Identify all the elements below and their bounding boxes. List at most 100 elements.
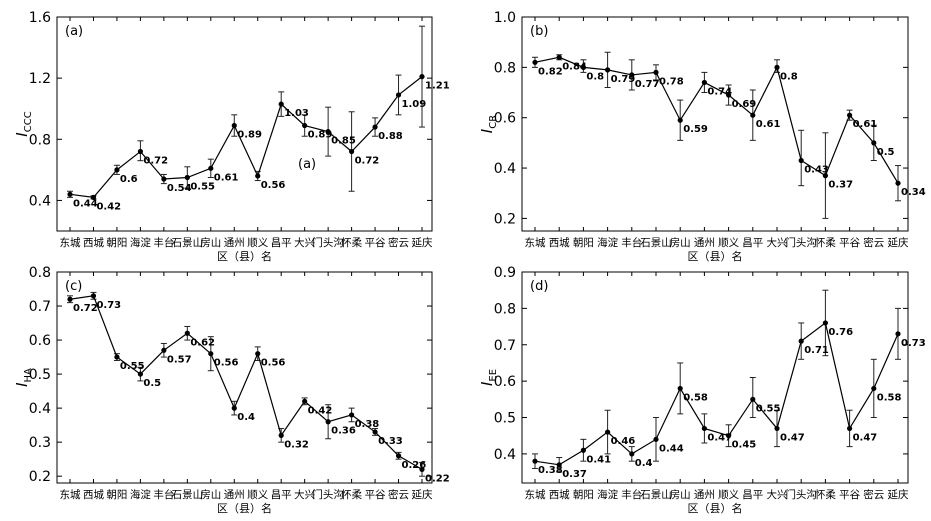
data-label: 0.47 xyxy=(780,432,805,443)
data-point xyxy=(677,385,683,392)
data-point xyxy=(278,432,284,438)
x-tick-label: 平谷 xyxy=(839,237,860,249)
y-axis-title-subscript: EE xyxy=(488,369,499,382)
data-label: 1.03 xyxy=(284,108,309,119)
data-point xyxy=(798,157,804,164)
data-label: 0.32 xyxy=(284,439,309,450)
x-tick-label: 朝阳 xyxy=(106,237,127,249)
x-tick-label: 门头沟 xyxy=(785,236,817,249)
y-axis-title: IHA xyxy=(13,368,34,387)
data-label: 0.56 xyxy=(261,358,286,369)
x-axis-title: 区（县）名 xyxy=(217,501,272,515)
data-label: 0.44 xyxy=(659,443,684,454)
panel-label: (b) xyxy=(530,24,548,39)
data-label: 0.22 xyxy=(425,473,450,484)
x-tick-label: 昌平 xyxy=(271,237,292,249)
data-label: 1.09 xyxy=(402,99,427,110)
data-point xyxy=(871,385,877,392)
data-point xyxy=(532,59,538,65)
plot-frame xyxy=(521,271,909,484)
y-tick-label: 0.6 xyxy=(494,374,516,390)
x-tick-label: 平谷 xyxy=(365,237,386,249)
data-point xyxy=(255,351,261,357)
x-tick-label: 顺义 xyxy=(718,489,739,501)
y-axis-title-subscript: HA xyxy=(23,368,34,383)
data-point xyxy=(677,117,683,123)
data-point xyxy=(419,466,425,472)
data-label: 0.45 xyxy=(732,440,757,451)
panel-label: (d) xyxy=(530,279,548,294)
data-point xyxy=(161,347,167,353)
x-tick-label: 西城 xyxy=(549,237,570,249)
x-tick-label: 东城 xyxy=(60,236,81,249)
x-tick-label: 平谷 xyxy=(839,489,860,501)
data-point xyxy=(798,338,804,344)
data-label: 0.4 xyxy=(237,412,255,423)
data-point xyxy=(532,458,538,464)
x-tick-label: 丰台 xyxy=(621,488,642,501)
data-point xyxy=(67,296,73,302)
data-label: 0.42 xyxy=(308,405,333,416)
data-point xyxy=(774,425,780,432)
panel-label: (c) xyxy=(65,279,82,294)
x-tick-label: 怀柔 xyxy=(815,237,836,249)
data-label: 0.76 xyxy=(828,327,853,338)
y-axis-title-main: I xyxy=(478,381,496,386)
data-label: 0.47 xyxy=(853,432,878,443)
data-label: 0.89 xyxy=(237,130,262,141)
data-label: 0.85 xyxy=(331,136,356,147)
data-point xyxy=(372,429,378,435)
x-tick-label: 门头沟 xyxy=(785,488,817,501)
data-label: 0.89 xyxy=(308,130,333,141)
data-point xyxy=(822,173,829,179)
data-point xyxy=(556,462,562,468)
data-point xyxy=(395,92,402,98)
data-point xyxy=(556,54,562,60)
data-point xyxy=(349,412,355,418)
series-line xyxy=(534,321,899,466)
data-label: 0.33 xyxy=(378,436,403,447)
data-point xyxy=(231,122,237,129)
data-label: 0.41 xyxy=(586,454,611,465)
x-tick-label: 丰台 xyxy=(153,488,174,501)
y-axis-title-subscript: CCC xyxy=(23,111,34,132)
data-point xyxy=(895,180,901,186)
y-tick-label: 0.5 xyxy=(29,367,51,383)
x-tick-label: 东城 xyxy=(60,488,81,501)
x-tick-label: 平谷 xyxy=(365,489,386,501)
data-point xyxy=(580,64,587,70)
x-tick-label: 怀柔 xyxy=(815,489,836,501)
data-point xyxy=(653,69,659,75)
data-point xyxy=(208,165,214,171)
data-label: 0.88 xyxy=(378,131,403,142)
plot-frame xyxy=(56,16,433,232)
x-tick-label: 延庆 xyxy=(888,488,909,501)
y-tick-label: 0.7 xyxy=(29,299,51,315)
x-tick-label: 大兴 xyxy=(767,488,788,501)
y-axis-title: IEE xyxy=(478,369,499,386)
data-label: 0.54 xyxy=(167,183,192,194)
y-tick-label: 0.7 xyxy=(494,338,516,354)
x-tick-label: 海淀 xyxy=(130,488,151,501)
data-point xyxy=(372,124,378,130)
data-label: 0.72 xyxy=(73,303,98,314)
x-tick-label: 东城 xyxy=(525,488,546,501)
data-label: 0.78 xyxy=(659,76,684,87)
data-label: 0.69 xyxy=(732,99,757,110)
x-tick-label: 西城 xyxy=(83,237,104,249)
data-label: 0.58 xyxy=(877,392,902,403)
data-label: 0.55 xyxy=(190,182,215,193)
data-point xyxy=(184,330,190,336)
data-label: 1.21 xyxy=(425,81,450,92)
y-tick-label: 0.4 xyxy=(494,447,516,463)
y-tick-label: 0.9 xyxy=(494,265,516,281)
x-tick-label: 石景山 xyxy=(172,237,204,249)
data-point xyxy=(184,174,190,181)
data-label: 0.4 xyxy=(635,458,653,469)
data-label: 0.46 xyxy=(611,436,636,447)
data-point xyxy=(871,140,877,146)
data-label: 0.8 xyxy=(586,71,604,82)
x-tick-label: 密云 xyxy=(863,488,884,501)
x-tick-label: 昌平 xyxy=(742,489,763,501)
